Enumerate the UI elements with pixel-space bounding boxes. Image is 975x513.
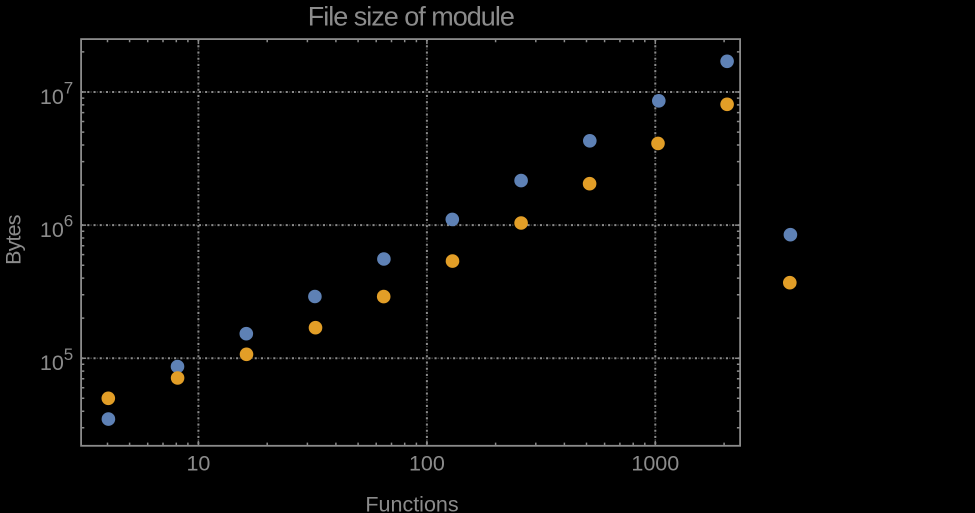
svg-text:6: 6 [64, 212, 73, 231]
svg-text:Functions: Functions [365, 492, 458, 513]
svg-text:File size of module: File size of module [308, 2, 514, 32]
svg-text:Bytes: Bytes [2, 215, 26, 265]
svg-text:10: 10 [186, 452, 210, 476]
svg-text:100: 100 [409, 452, 445, 476]
svg-text:10: 10 [40, 218, 64, 242]
svg-text:10: 10 [40, 351, 64, 375]
svg-text:10: 10 [40, 85, 64, 109]
svg-text:7: 7 [64, 79, 73, 98]
svg-text:5: 5 [64, 345, 73, 364]
svg-text:1000: 1000 [631, 452, 679, 476]
